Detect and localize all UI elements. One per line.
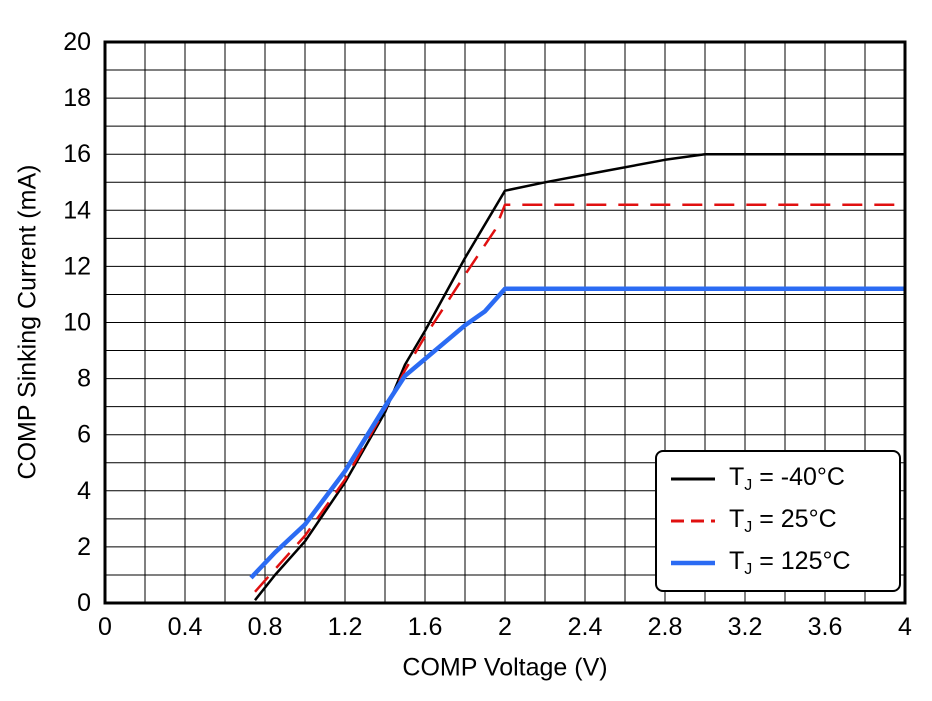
legend-item: TJ = 25°C — [669, 504, 887, 538]
legend: TJ = -40°C TJ = 25°C TJ = 125°C — [655, 450, 901, 592]
y-tick-label: 4 — [77, 477, 91, 505]
x-tick-label: 2.4 — [568, 613, 603, 641]
legend-label: TJ = 25°C — [729, 505, 837, 536]
y-tick-label: 18 — [63, 84, 91, 112]
x-axis-label: COMP Voltage (V) — [402, 653, 608, 682]
x-tick-label: 2 — [498, 613, 512, 641]
series-line-0 — [254, 152, 905, 601]
x-tick-label: 0.8 — [248, 613, 283, 641]
series-line-2 — [249, 286, 905, 580]
y-tick-label: 16 — [63, 140, 91, 168]
legend-item: TJ = 125°C — [669, 546, 887, 580]
y-tick-label: 20 — [63, 28, 91, 56]
legend-line-sample — [671, 519, 715, 523]
y-axis-label: COMP Sinking Current (mA) — [13, 164, 42, 480]
legend-label: TJ = -40°C — [729, 463, 845, 494]
x-tick-label: 1.2 — [328, 613, 363, 641]
y-tick-label: 10 — [63, 309, 91, 337]
y-tick-label: 6 — [77, 421, 91, 449]
x-tick-label: 1.6 — [408, 613, 443, 641]
x-tick-label: 3.6 — [808, 613, 843, 641]
y-tick-label: 14 — [63, 196, 91, 224]
plot-frame — [103, 40, 907, 605]
y-tick-label: 8 — [77, 365, 91, 393]
legend-item: TJ = -40°C — [669, 462, 887, 496]
x-tick-label: 0.4 — [168, 613, 203, 641]
x-tick-label: 2.8 — [648, 613, 683, 641]
legend-line-sample — [671, 560, 715, 566]
x-tick-label: 3.2 — [728, 613, 763, 641]
y-tick-label: 2 — [77, 533, 91, 561]
series-line-1 — [254, 203, 905, 593]
legend-line-sample — [671, 477, 715, 481]
y-tick-label: 0 — [77, 589, 91, 617]
y-tick-label: 12 — [63, 252, 91, 280]
legend-label: TJ = 125°C — [729, 547, 851, 578]
x-tick-label: 0 — [98, 613, 112, 641]
x-tick-label: 4 — [898, 613, 912, 641]
